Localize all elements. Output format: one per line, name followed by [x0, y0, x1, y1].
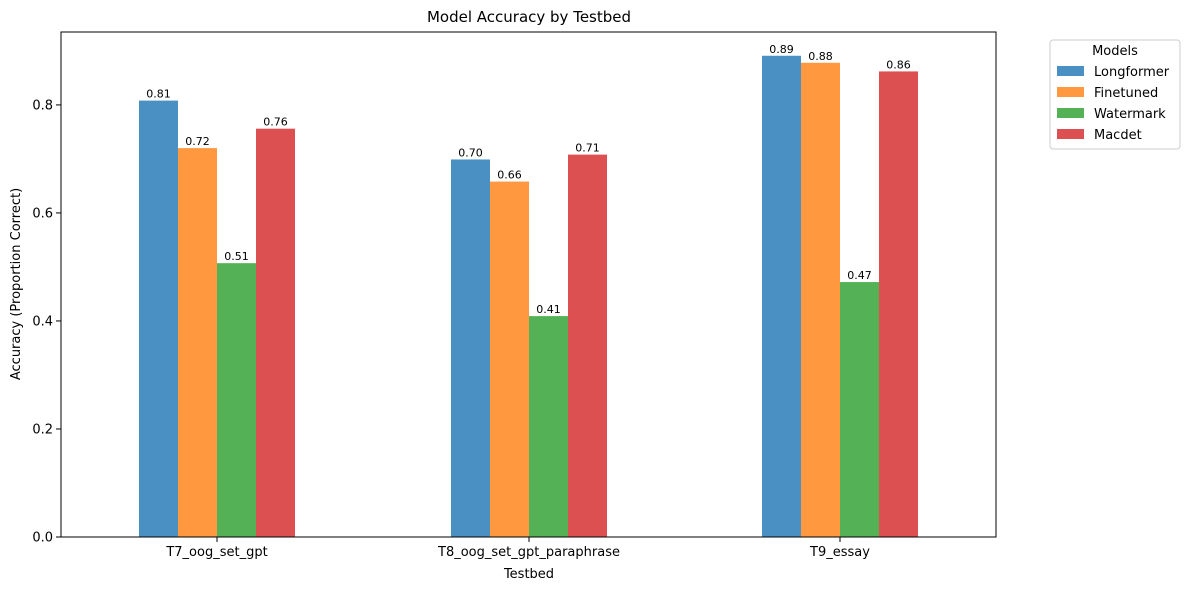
- y-tick-label: 0.4: [32, 314, 53, 329]
- value-label: 0.47: [847, 269, 872, 282]
- bar-watermark-2: [529, 316, 568, 537]
- bar-longformer-3: [762, 55, 801, 537]
- bar-watermark-3: [840, 282, 879, 537]
- y-axis: 0.0 0.2 0.4 0.6 0.8: [32, 98, 61, 546]
- value-label: 0.86: [886, 58, 911, 71]
- bar-longformer-1: [139, 100, 178, 538]
- legend-swatch-macdet: [1057, 129, 1084, 139]
- legend: Models Longformer Finetuned Watermark Macde…: [1049, 39, 1181, 150]
- bars-layer: [139, 55, 918, 538]
- value-label: 0.88: [808, 50, 833, 63]
- value-label: 0.81: [146, 88, 171, 101]
- value-label: 0.66: [497, 169, 522, 182]
- y-tick-label: 0.6: [32, 206, 53, 221]
- legend-items: Longformer Finetuned Watermark Macdet: [1057, 65, 1170, 143]
- value-label: 0.72: [185, 135, 210, 148]
- x-tick-label: T9_essay: [809, 545, 870, 560]
- bar-finetuned-2: [490, 181, 529, 537]
- value-label: 0.89: [769, 43, 794, 56]
- x-tick-label: T8_oog_set_gpt_paraphrase: [437, 545, 620, 560]
- bar-longformer-2: [451, 159, 490, 537]
- value-labels-layer: 0.81 0.70 0.89 0.72 0.66 0.88 0.51 0.41 0.47 0.76…: [146, 43, 911, 316]
- x-axis: T7_oog_set_gpt T8_oog_set_gpt_paraphrase T…: [165, 537, 870, 560]
- legend-label-longformer: Longformer: [1094, 65, 1170, 80]
- bar-finetuned-3: [801, 62, 840, 537]
- x-tick-label: T7_oog_set_gpt: [165, 545, 267, 560]
- y-axis-title: Accuracy (Proportion Correct): [9, 188, 24, 380]
- x-axis-title: Testbed: [503, 567, 554, 582]
- legend-label-finetuned: Finetuned: [1094, 86, 1158, 101]
- legend-title: Models: [1092, 44, 1138, 59]
- value-label: 0.76: [263, 116, 288, 129]
- value-label: 0.70: [458, 146, 483, 159]
- legend-swatch-watermark: [1057, 108, 1084, 118]
- bar-macdet-3: [879, 71, 918, 538]
- y-tick-label: 0.2: [32, 422, 53, 437]
- legend-label-watermark: Watermark: [1094, 107, 1166, 122]
- bar-finetuned-1: [178, 148, 217, 538]
- y-tick-label: 0.8: [32, 98, 53, 113]
- chart-title: Model Accuracy by Testbed: [427, 8, 631, 26]
- value-label: 0.41: [536, 303, 561, 316]
- legend-label-macdet: Macdet: [1094, 128, 1142, 143]
- bar-macdet-1: [256, 128, 295, 537]
- y-tick-label: 0.0: [32, 531, 53, 546]
- legend-swatch-longformer: [1057, 66, 1084, 76]
- legend-swatch-finetuned: [1057, 87, 1084, 97]
- bar-watermark-1: [217, 263, 256, 537]
- value-label: 0.51: [224, 250, 249, 263]
- value-label: 0.71: [575, 142, 600, 155]
- bar-macdet-2: [568, 154, 607, 537]
